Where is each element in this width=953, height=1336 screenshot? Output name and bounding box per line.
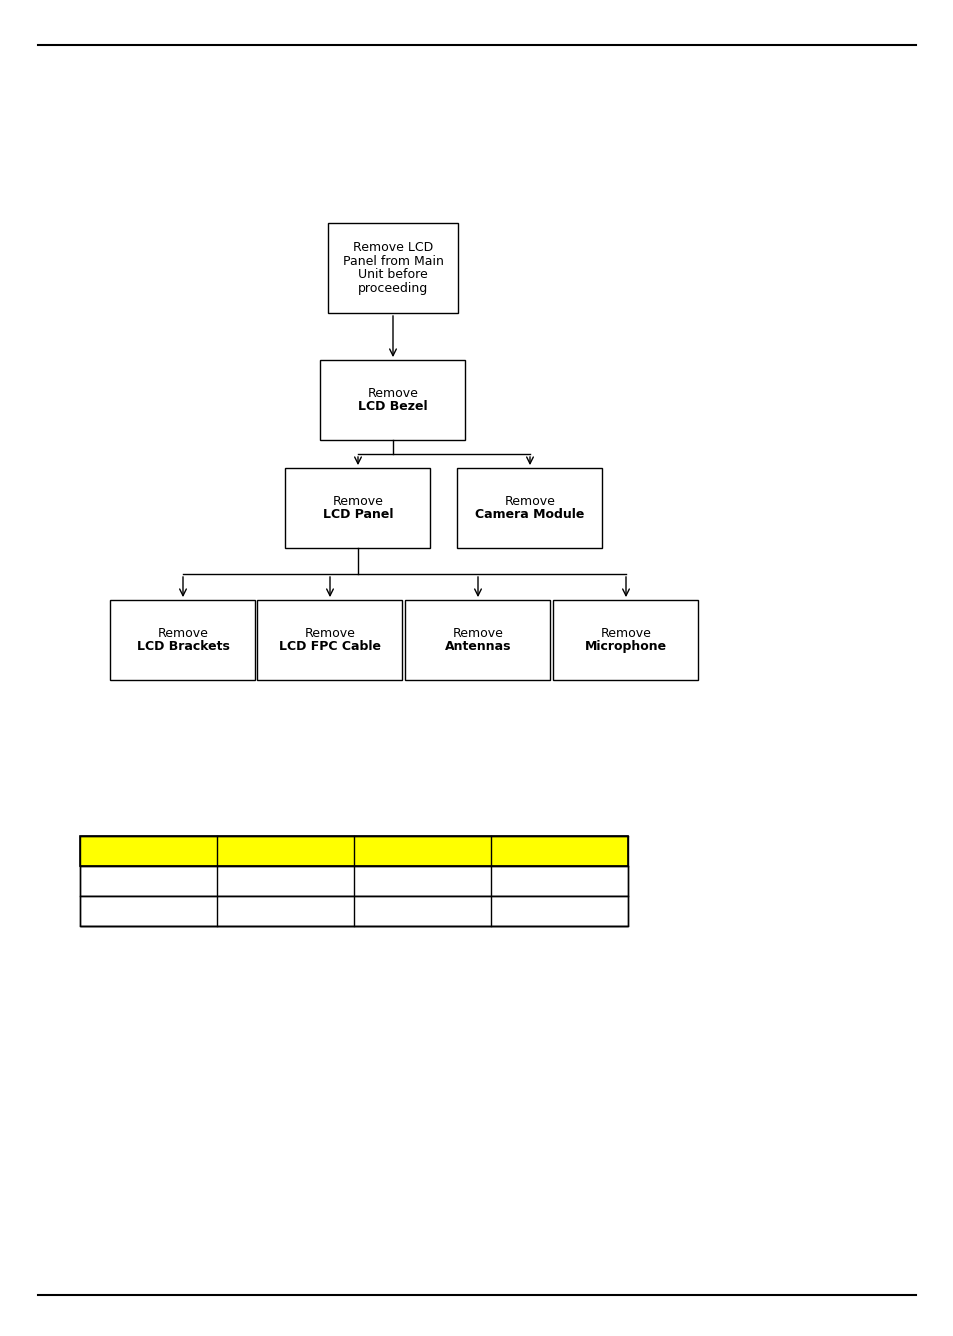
Bar: [328, 223, 457, 313]
Text: Remove: Remove: [452, 627, 503, 640]
Bar: [285, 468, 430, 548]
Bar: [553, 600, 698, 680]
Bar: [405, 600, 550, 680]
Text: proceeding: proceeding: [357, 282, 428, 295]
Text: Remove: Remove: [367, 386, 418, 399]
Bar: [457, 468, 602, 548]
Text: Remove: Remove: [304, 627, 355, 640]
Text: Remove: Remove: [600, 627, 651, 640]
Text: Remove LCD: Remove LCD: [353, 240, 433, 254]
Text: Camera Module: Camera Module: [475, 509, 584, 521]
Bar: [80, 896, 627, 926]
Bar: [257, 600, 402, 680]
Bar: [80, 836, 627, 926]
Bar: [111, 600, 255, 680]
Text: LCD Panel: LCD Panel: [322, 509, 393, 521]
Text: LCD FPC Cable: LCD FPC Cable: [278, 640, 380, 653]
Text: Remove: Remove: [504, 494, 555, 508]
Text: LCD Bezel: LCD Bezel: [357, 401, 427, 413]
Text: Unit before: Unit before: [357, 269, 428, 282]
Text: Remove: Remove: [333, 494, 383, 508]
Bar: [320, 359, 465, 440]
Bar: [80, 836, 627, 866]
Text: Remove: Remove: [157, 627, 208, 640]
Text: Microphone: Microphone: [584, 640, 666, 653]
Text: LCD Brackets: LCD Brackets: [136, 640, 230, 653]
Text: Panel from Main: Panel from Main: [342, 255, 443, 267]
Bar: [80, 866, 627, 896]
Text: Antennas: Antennas: [444, 640, 511, 653]
